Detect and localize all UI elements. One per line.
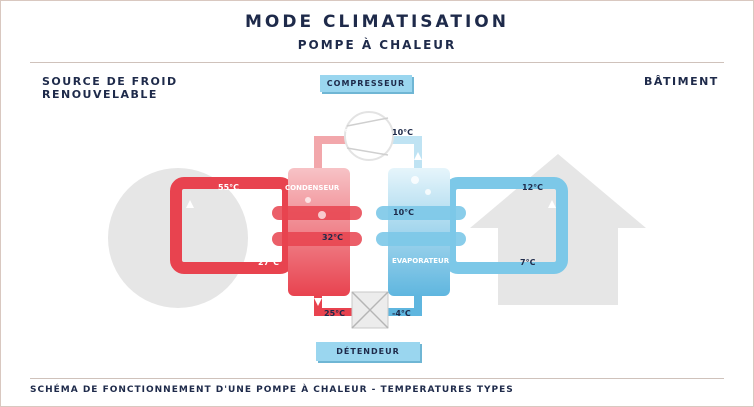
valve-cross: [351, 291, 389, 329]
evaporator-coil-2: [376, 232, 466, 246]
temp-detendeur-right: -4°C: [392, 309, 411, 318]
temp-right-top: 12°C: [522, 183, 543, 192]
pipe-to-compressor: [314, 136, 352, 168]
building-label: BÂTIMENT: [644, 75, 719, 88]
source-label: SOURCE DE FROID RENOUVELABLE: [42, 75, 178, 101]
compressor-blade: [346, 147, 389, 156]
condenser-coil-1: [272, 206, 362, 220]
source-label-line2: RENOUVELABLE: [42, 88, 158, 101]
flow-arrow-icon: [314, 298, 322, 306]
temp-left-mid: 32°C: [322, 233, 343, 242]
temp-compressor-in: 36°C: [333, 128, 354, 137]
flow-arrow-icon: [548, 200, 556, 208]
evaporator-coil-1: [376, 206, 466, 220]
page-title: MODE CLIMATISATION: [244, 12, 509, 32]
flow-arrow-icon: [414, 152, 422, 160]
top-divider: [30, 62, 724, 63]
temp-compressor-out: 10°C: [392, 128, 413, 137]
page-subtitle: POMPE À CHALEUR: [297, 38, 457, 52]
flow-arrow-icon: [186, 200, 194, 208]
temp-detendeur-left: 25°C: [324, 309, 345, 318]
evaporator-bubble: [411, 176, 419, 184]
evaporator-bubble: [425, 189, 431, 195]
temp-right-bottom: 7°C: [520, 258, 536, 267]
pipe-from-detendeur: [388, 296, 422, 316]
source-label-line1: SOURCE DE FROID: [42, 75, 178, 88]
temp-left-top: 55°C: [218, 183, 239, 192]
temp-left-bottom: 27°C: [258, 258, 279, 267]
compressor-label: COMPRESSEUR: [320, 75, 412, 92]
condenser-bubble: [305, 197, 311, 203]
condenseur-label: CONDENSEUR: [285, 184, 340, 192]
evaporateur-label: EVAPORATEUR: [392, 257, 450, 265]
condenser-coil-2: [272, 232, 362, 246]
temp-evap-mid: 10°C: [393, 208, 414, 217]
bottom-divider: [30, 378, 724, 379]
condenser-bubble: [318, 211, 326, 219]
diagram-caption: SCHÉMA DE FONCTIONNEMENT D'UNE POMPE À C…: [30, 385, 514, 395]
compressor-blade: [346, 117, 389, 127]
detendeur-label: DÉTENDEUR: [316, 342, 420, 361]
